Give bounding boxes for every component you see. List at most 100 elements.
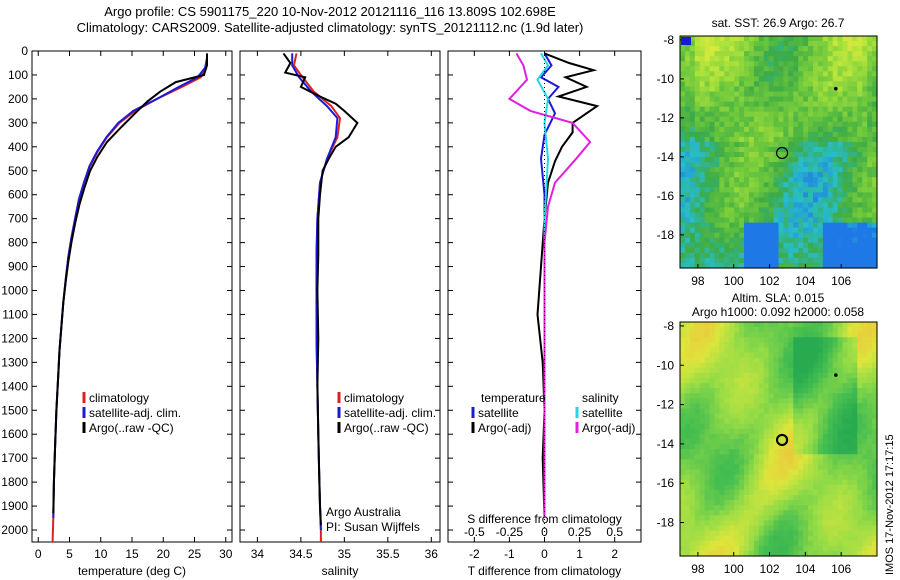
heatmap-cell	[817, 172, 824, 178]
heatmap-cell	[788, 398, 794, 404]
heatmap-cell	[753, 182, 760, 188]
heatmap-cell	[689, 56, 696, 62]
heatmap-cell	[748, 41, 755, 47]
heatmap-cell	[822, 505, 829, 511]
heatmap-cell	[872, 121, 878, 128]
heatmap-cell	[817, 545, 824, 552]
heatmap-cell	[822, 367, 829, 374]
heatmap-cell	[734, 202, 740, 209]
heatmap-cell	[852, 408, 858, 415]
heatmap-cell	[714, 157, 720, 163]
heatmap-cell	[778, 357, 785, 364]
heatmap-cell	[808, 106, 814, 113]
heatmap-cell	[768, 520, 775, 527]
heatmap-cell	[812, 237, 819, 244]
heatmap-cell	[803, 202, 809, 209]
heatmap-cell	[837, 237, 844, 244]
heatmap-cell	[704, 322, 711, 328]
heatmap-cell	[680, 494, 686, 501]
salinity-frame	[239, 50, 441, 543]
heatmap-cell	[862, 187, 868, 193]
heatmap-cell	[857, 257, 863, 264]
heatmap-cell	[862, 423, 868, 430]
heatmap-cell	[758, 81, 765, 88]
heatmap-cell	[803, 469, 809, 476]
heatmap-cell	[768, 152, 775, 158]
heatmap-cell	[773, 494, 780, 501]
heatmap-cell	[689, 182, 696, 188]
heatmap-cell	[680, 515, 686, 521]
heatmap-cell	[808, 550, 814, 557]
heatmap-cell	[808, 444, 814, 450]
heatmap-cell	[704, 505, 711, 511]
heatmap-cell	[837, 530, 844, 537]
heatmap-cell	[699, 377, 706, 384]
heatmap-cell	[748, 121, 755, 128]
heatmap-cell	[773, 322, 780, 328]
heatmap-cell	[827, 398, 834, 404]
heatmap-cell	[719, 530, 725, 537]
heatmap-cell	[827, 177, 834, 183]
heatmap-cell	[714, 525, 720, 532]
annotation-institution: Argo Australia	[326, 505, 401, 519]
heatmap-cell	[744, 71, 750, 77]
heatmap-cell	[758, 342, 765, 349]
heatmap-cell	[832, 322, 839, 328]
heatmap-cell	[857, 126, 863, 133]
heatmap-cell	[857, 101, 863, 108]
heatmap-cell	[714, 56, 720, 62]
heatmap-cell	[862, 212, 868, 219]
heatmap-cell	[739, 116, 745, 123]
heatmap-cell	[758, 322, 765, 328]
heatmap-cell	[763, 428, 770, 435]
heatmap-cell	[694, 76, 701, 82]
heatmap-cell	[680, 207, 686, 214]
heatmap-cell	[684, 232, 691, 239]
heatmap-cell	[862, 530, 868, 537]
heatmap-cell	[744, 342, 750, 349]
heatmap-cell	[827, 484, 834, 491]
heatmap-cell	[817, 232, 824, 239]
heatmap-cell	[812, 372, 819, 379]
heatmap-cell	[852, 525, 858, 532]
heatmap-cell	[739, 393, 745, 399]
heatmap-cell	[739, 413, 745, 420]
heatmap-cell	[778, 177, 785, 183]
heatmap-cell	[744, 262, 750, 269]
heatmap-cell	[744, 61, 750, 67]
heatmap-cell	[857, 252, 863, 259]
heatmap-cell	[798, 393, 804, 399]
heatmap-cell	[763, 494, 770, 501]
heatmap-cell	[778, 337, 785, 343]
heatmap-cell	[778, 464, 785, 471]
heatmap-cell	[798, 388, 804, 394]
heatmap-cell	[778, 36, 785, 42]
heatmap-cell	[753, 372, 760, 379]
heatmap-cell	[739, 347, 745, 354]
heatmap-cell	[748, 131, 755, 138]
heatmap-cell	[684, 227, 691, 234]
heatmap-cell	[684, 520, 691, 527]
heatmap-cell	[788, 439, 794, 445]
heatmap-cell	[798, 242, 804, 249]
heatmap-cell	[778, 423, 785, 430]
heatmap-cell	[857, 403, 863, 410]
heatmap-cell	[803, 505, 809, 511]
heatmap-cell	[862, 217, 868, 224]
heatmap-cell	[734, 41, 740, 47]
heatmap-cell	[684, 418, 691, 425]
heatmap-cell	[724, 212, 730, 219]
heatmap-cell	[852, 342, 858, 349]
heatmap-cell	[832, 535, 839, 542]
heatmap-cell	[798, 116, 804, 123]
heatmap-cell	[709, 383, 716, 389]
heatmap-cell	[822, 152, 829, 158]
heatmap-cell	[803, 131, 809, 138]
heatmap-cell	[783, 262, 789, 269]
heatmap-cell	[724, 86, 730, 93]
heatmap-cell	[753, 433, 760, 440]
heatmap-cell	[758, 242, 765, 249]
heatmap-cell	[748, 257, 755, 264]
heatmap-cell	[837, 167, 844, 173]
heatmap-cell	[753, 362, 760, 369]
